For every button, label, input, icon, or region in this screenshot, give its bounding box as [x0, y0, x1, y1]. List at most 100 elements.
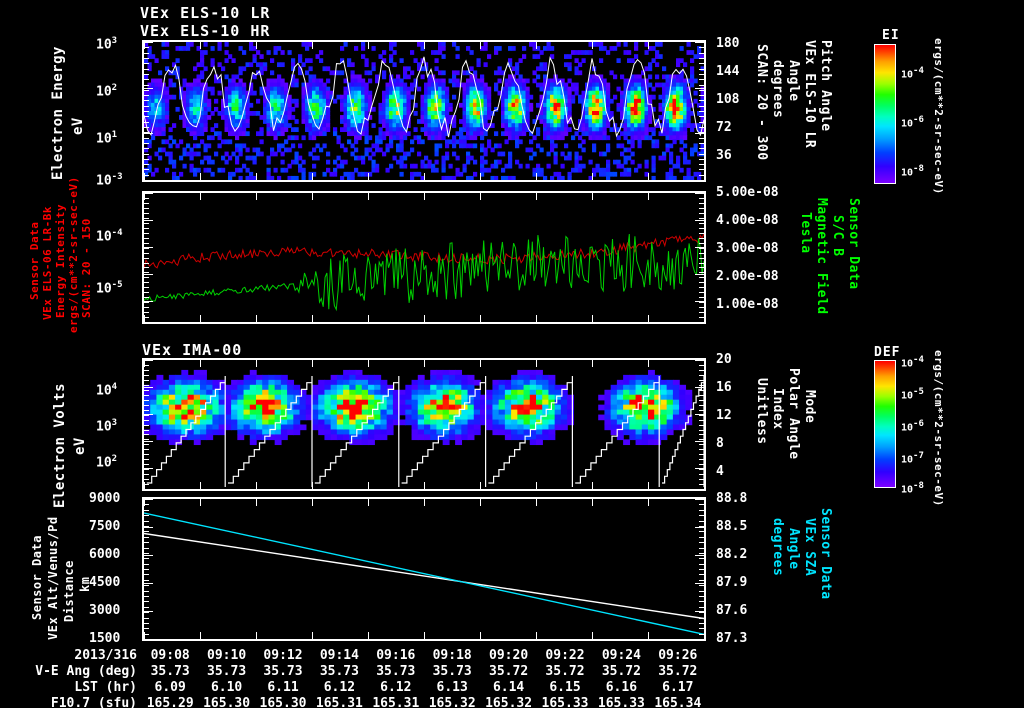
axis-tick [144, 429, 149, 431]
colorbar3-title: DEF [874, 345, 901, 360]
panel4-right-label-0: Sensor Data [818, 508, 833, 600]
axis-tick [699, 569, 704, 570]
axis-x-tick [648, 173, 649, 180]
bottom-cell-time-7: 09:22 [545, 648, 585, 663]
axis-major-tick [144, 527, 153, 528]
axis-tick [699, 272, 704, 274]
axis-tick [144, 606, 149, 608]
bottom-cell-f107-6: 165.32 [485, 696, 533, 708]
panel4-left-label-1: VEx Alt/Venus/Pd [46, 516, 60, 640]
p3-ytick-1-exp: 3 [111, 418, 118, 428]
axis-tick [699, 207, 704, 209]
axis-tick [144, 237, 149, 239]
axis-x-tick [368, 482, 369, 489]
axis-tick [144, 292, 149, 294]
axis-tick [144, 439, 149, 441]
axis-tick [144, 515, 149, 517]
axis-tick [144, 95, 149, 97]
axis-tick [699, 307, 704, 309]
axis-tick [144, 469, 149, 471]
axis-major-tick [144, 180, 153, 181]
panel4-plot-area [142, 497, 706, 641]
axis-tick [699, 164, 704, 166]
cb3-tick-2-exp: -6 [913, 419, 924, 429]
axis-tick [699, 394, 704, 396]
axis-tick [699, 552, 704, 554]
axis-x-tick [592, 632, 593, 639]
panel1-right-label-0: Pitch Angle [818, 40, 833, 132]
panel2-plot-area [142, 191, 706, 324]
axis-tick [144, 148, 149, 150]
cb3-tick-4: 10 [901, 484, 914, 496]
axis-tick [699, 469, 704, 471]
p3-rtick-1: 16 [716, 380, 732, 395]
axis-tick [144, 126, 149, 128]
bottom-row-label-3: F10.7 (sfu) [50, 696, 137, 708]
axis-tick [699, 369, 704, 371]
p3-ytick-1: 10 [96, 419, 112, 435]
bottom-cell-time-6: 09:20 [489, 648, 529, 663]
axis-tick [699, 520, 704, 522]
bottom-cell-ve_ang-8: 35.72 [601, 664, 641, 679]
p2-ytick-1: 10 [96, 229, 112, 245]
axis-tick [699, 257, 704, 259]
cb3-tick-0-exp: -4 [913, 355, 924, 365]
axis-x-tick [648, 499, 649, 506]
axis-tick [144, 282, 149, 284]
axis-tick [699, 52, 704, 54]
axis-x-tick [704, 499, 705, 506]
axis-tick [144, 105, 149, 107]
axis-major-tick [144, 611, 153, 612]
axis-major-tick [144, 468, 153, 470]
p4-ytick-0: 9000 [89, 491, 121, 506]
axis-x-tick [704, 482, 705, 489]
axis-tick [699, 384, 704, 386]
axis-tick [699, 237, 704, 239]
axis-x-tick [536, 632, 537, 639]
axis-x-tick [648, 632, 649, 639]
axis-x-tick [368, 173, 369, 180]
axis-x-tick [480, 193, 481, 200]
axis-major-tick [695, 220, 704, 222]
axis-x-tick [144, 193, 145, 200]
axis-tick [699, 449, 704, 451]
axis-x-tick [144, 315, 145, 322]
bottom-cell-time-4: 09:16 [376, 648, 416, 663]
p3-ytick-2-exp: 2 [111, 454, 118, 464]
panel4-left-label-0: Sensor Data [30, 535, 44, 620]
axis-tick [144, 454, 149, 456]
axis-tick [699, 399, 704, 401]
axis-x-tick [424, 360, 425, 367]
panel3-title: VEx IMA-00 [142, 341, 243, 359]
axis-major-tick [695, 555, 704, 556]
axis-tick [144, 622, 149, 624]
bottom-cell-lst-0: 6.09 [154, 680, 186, 695]
axis-major-tick [144, 274, 153, 276]
bottom-cell-f107-1: 165.30 [203, 696, 251, 708]
axis-x-tick [256, 315, 257, 322]
axis-x-tick [480, 360, 481, 367]
axis-x-tick [256, 482, 257, 489]
p2-rtick-3: 2.00e-08 [716, 269, 779, 284]
colorbar3-unit: ergs/(cm**2-sr-sec-eV) [932, 350, 945, 507]
axis-tick [699, 111, 704, 112]
axis-tick [144, 419, 149, 421]
axis-tick [144, 52, 149, 54]
p1-rtick-3: 72 [716, 120, 732, 135]
axis-x-tick [200, 42, 201, 49]
axis-x-tick [312, 499, 313, 506]
axis-tick [144, 212, 149, 214]
axis-x-tick [256, 173, 257, 180]
p4-rtick-4: 87.6 [716, 603, 748, 618]
axis-x-tick [200, 173, 201, 180]
p2-rtick-2: 3.00e-08 [716, 241, 779, 256]
axis-tick [699, 515, 704, 517]
axis-major-tick [695, 387, 704, 389]
cb1-tick-2: 10 [901, 167, 914, 179]
axis-x-tick [536, 360, 537, 367]
axis-tick [699, 121, 704, 123]
p3-ytick-0-exp: 4 [111, 382, 118, 392]
panel1-left-axis-label-2: eV [70, 117, 86, 135]
axis-tick [699, 628, 704, 630]
